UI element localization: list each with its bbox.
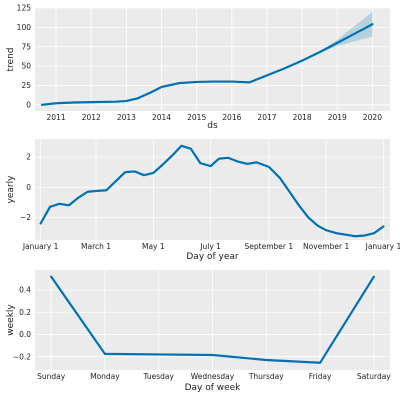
trend-x-tick-label: 2011 (47, 113, 66, 122)
yearly-series-line (39, 144, 385, 238)
trend-x-tick-label: 2013 (117, 113, 136, 122)
trend-x-tick-label: 2020 (363, 113, 382, 122)
yearly-x-tick-label: January 1 (365, 242, 400, 251)
yearly-x-tick-label: March 1 (81, 242, 111, 251)
weekly-y-tick-label: 0.2 (19, 308, 31, 317)
trend-y-tick-label: 100 (17, 23, 32, 32)
weekly-y-tick-label: −0.2 (13, 352, 31, 361)
yearly-plot-area (35, 139, 390, 240)
trend-x-tick-label: 2016 (222, 113, 241, 122)
trend-x-tick-label: 2018 (293, 113, 312, 122)
yearly-y-axis-label: yearly (6, 175, 16, 204)
weekly-x-tick-label: Sunday (37, 372, 66, 381)
yearly-x-tick-label: May 1 (142, 242, 165, 251)
weekly-x-tick-label: Friday (309, 372, 332, 381)
trend-y-tick-label: 50 (21, 62, 31, 71)
yearly-y-tick-label: 0 (26, 183, 31, 192)
trend-x-tick-label: 2015 (187, 113, 206, 122)
trend-x-tick-label: 2012 (82, 113, 101, 122)
trend-plot-area (35, 8, 390, 111)
trend-y-axis-label: trend (6, 48, 16, 72)
weekly-y-axis-label: weekly (6, 304, 16, 336)
yearly-x-tick-label: September 1 (245, 242, 294, 251)
weekly-x-tick-label: Thursday (248, 372, 284, 381)
trend-y-tick-label: 125 (17, 4, 32, 13)
trend-x-tick-label: 2014 (152, 113, 171, 122)
weekly-chart: Sunday Monday Tuesday Wednesday Thursday Frid… (6, 270, 391, 393)
yearly-y-tick-label: 2 (26, 153, 31, 162)
trend-series-line (40, 23, 374, 106)
trend-y-tick-label: 25 (21, 81, 31, 90)
trend-y-tick-label: 0 (26, 100, 31, 109)
weekly-x-tick-label: Wednesday (191, 372, 235, 381)
trend-x-axis-label: ds (207, 121, 218, 131)
yearly-y-tick-label: −2 (20, 213, 31, 222)
trend-chart: 2011 2012 2013 2014 2015 2016 2017 2018 2019 2020… (6, 4, 390, 131)
trend-x-tick-label: 2017 (257, 113, 276, 122)
trend-y-tick-label: 75 (21, 42, 31, 51)
weekly-series-line (50, 275, 375, 364)
trend-x-tick-label: 2019 (328, 113, 347, 122)
weekly-y-tick-label: 0.4 (19, 286, 31, 295)
weekly-x-tick-label: Tuesday (142, 372, 174, 381)
weekly-x-axis-label: Day of week (185, 383, 242, 393)
yearly-x-tick-label: July 1 (199, 242, 221, 251)
yearly-x-axis-label: Day of year (186, 252, 239, 262)
yearly-chart: January 1 March 1 May 1 July 1 September 1 No… (6, 139, 400, 262)
yearly-x-tick-label: January 1 (22, 242, 59, 251)
trend-uncertainty-band (319, 11, 373, 53)
weekly-x-tick-label: Saturday (357, 372, 391, 381)
weekly-x-tick-label: Monday (90, 372, 120, 381)
yearly-x-tick-label: November 1 (303, 242, 349, 251)
weekly-y-tick-label: 0.0 (19, 330, 31, 339)
